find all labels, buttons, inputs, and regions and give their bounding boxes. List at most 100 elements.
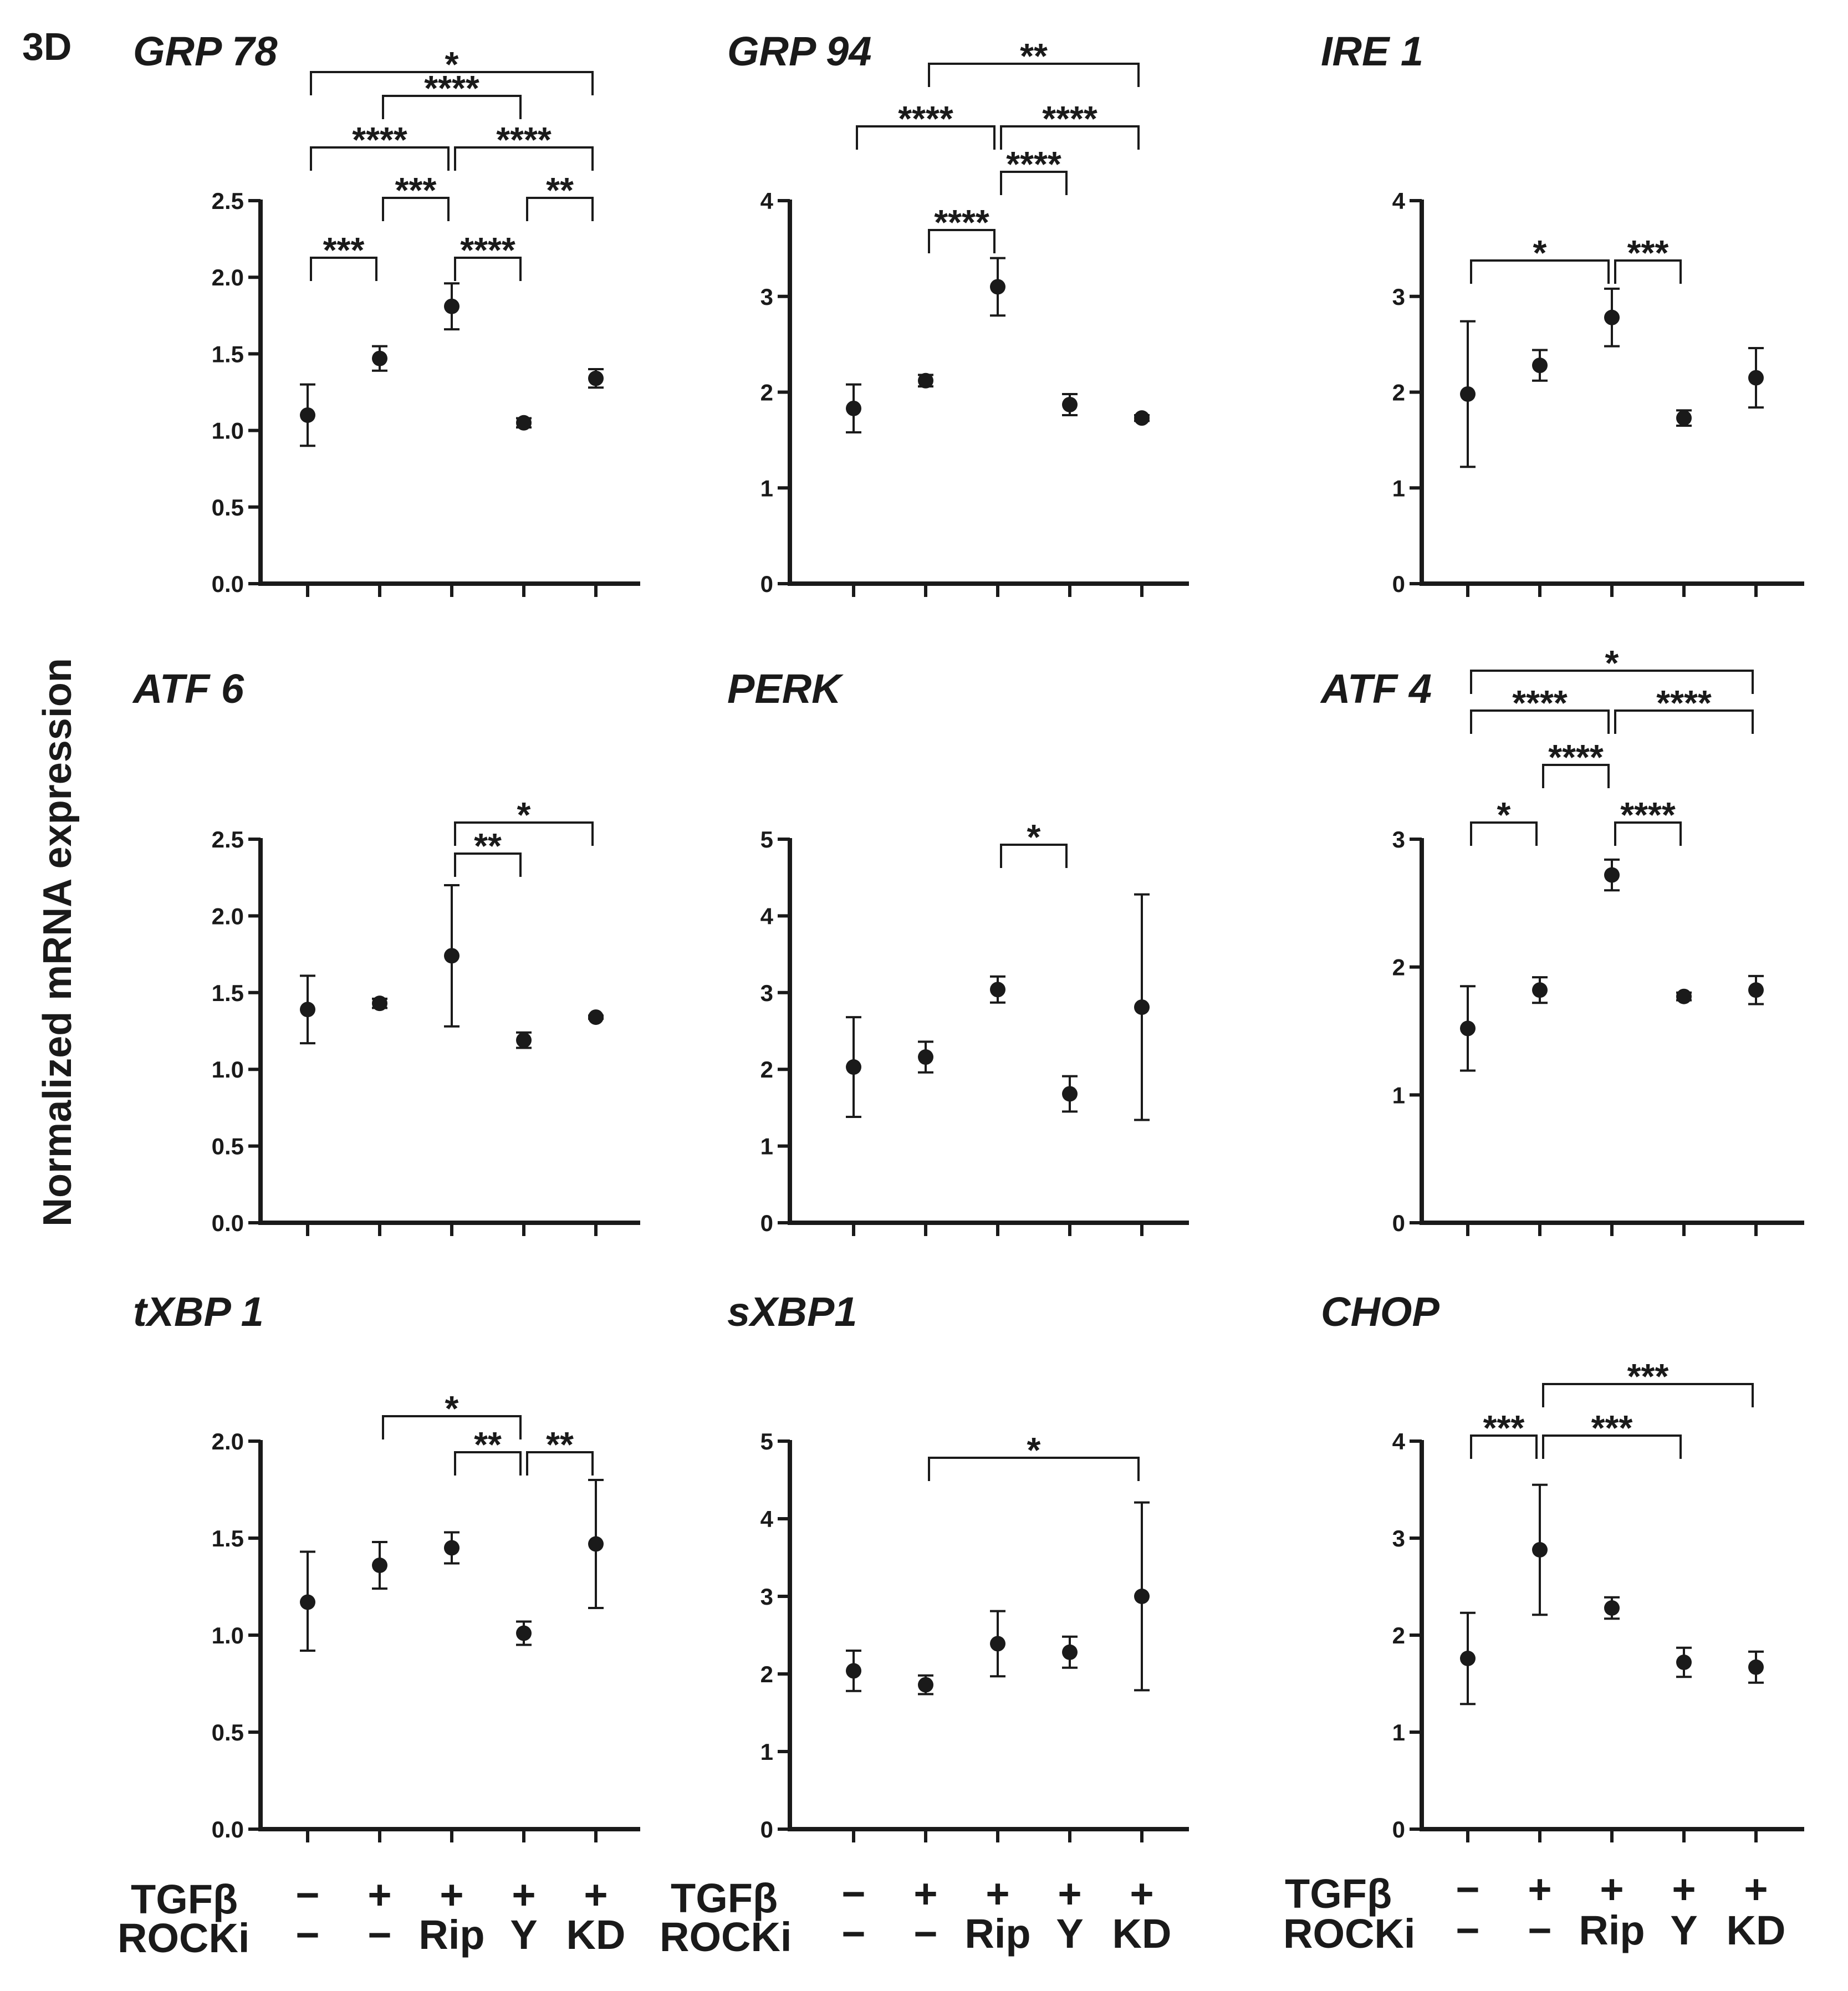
condition-tgfb-value: +	[913, 1871, 937, 1917]
significance-stars: *	[445, 1388, 459, 1428]
condition-rocki-value: −	[295, 1912, 319, 1958]
significance-bracket	[454, 852, 522, 877]
significance-stars: *	[1533, 233, 1547, 273]
significance-bracket	[1470, 1434, 1538, 1459]
data-point	[372, 350, 387, 366]
data-point	[1604, 309, 1620, 325]
condition-rocki-value: Y	[1056, 1911, 1083, 1957]
data-point	[444, 948, 460, 964]
significance-stars: *	[445, 44, 459, 84]
y-tick-label: 1.5	[212, 980, 244, 1006]
figure-label: 3D	[22, 25, 72, 68]
y-tick-label: 2	[1392, 380, 1405, 406]
significance-bracket	[1470, 821, 1538, 846]
significance-bracket	[1542, 1383, 1754, 1407]
y-tick-label: 0.0	[212, 1210, 244, 1236]
condition-tgfb-value: +	[986, 1871, 1009, 1917]
chart-title: sXBP1	[727, 1289, 857, 1335]
significance-bracket	[382, 1415, 522, 1439]
significance-stars: ****	[352, 120, 407, 160]
significance-bracket	[1470, 709, 1610, 734]
significance-bracket	[1000, 844, 1068, 868]
data-point	[1604, 1600, 1620, 1616]
data-point	[1532, 358, 1548, 374]
data-point	[1062, 396, 1078, 412]
y-tick-label: 0.0	[212, 571, 244, 597]
significance-stars: ****	[898, 99, 953, 139]
y-tick-label: 0.5	[212, 494, 244, 520]
significance-stars: **	[546, 170, 574, 210]
y-tick-label: 0	[1392, 1210, 1405, 1236]
data-point	[372, 996, 387, 1012]
data-point	[1460, 386, 1476, 402]
data-point	[1134, 999, 1150, 1015]
significance-stars: ***	[1627, 233, 1669, 273]
condition-row-label-rocki: ROCKi	[118, 1915, 249, 1961]
significance-stars: ***	[323, 230, 365, 270]
significance-stars: ***	[1483, 1408, 1525, 1448]
chart-title: IRE 1	[1321, 28, 1423, 74]
significance-stars: *	[1605, 643, 1619, 683]
significance-bracket	[1542, 764, 1610, 788]
y-tick-label: 3	[760, 1584, 773, 1610]
significance-stars: ****	[496, 120, 552, 160]
data-point	[1748, 370, 1764, 386]
significance-stars: **	[474, 826, 502, 866]
data-point	[1676, 1655, 1692, 1670]
significance-stars: *	[1497, 795, 1511, 835]
significance-stars: ****	[934, 202, 989, 242]
significance-bracket	[1470, 259, 1610, 284]
y-tick-label: 2.5	[212, 826, 244, 852]
condition-rocki-value: −	[841, 1911, 865, 1957]
condition-tgfb-value: −	[1456, 1866, 1479, 1912]
y-tick-label: 3	[760, 980, 773, 1006]
condition-row-label-rocki: ROCKi	[660, 1914, 792, 1960]
condition-tgfb-value: +	[1744, 1866, 1768, 1912]
condition-row-label-tgfb: TGFβ	[671, 1875, 778, 1921]
condition-labels: TGFβROCKi−−+−+Rip+Y+KDTGFβROCKi−−+−+Rip+…	[118, 1866, 1785, 1961]
significance-bracket	[310, 146, 450, 171]
y-tick-label: 0.5	[212, 1134, 244, 1160]
condition-rocki-value: −	[367, 1912, 391, 1958]
significance-stars: **	[1020, 36, 1048, 76]
significance-bracket	[382, 197, 450, 221]
significance-stars: *	[1027, 1430, 1041, 1470]
data-point	[1460, 1020, 1476, 1037]
y-tick-label: 3	[1392, 284, 1405, 310]
condition-tgfb-value: +	[1058, 1871, 1081, 1917]
chart-title: CHOP	[1321, 1289, 1439, 1335]
y-tick-label: 0	[760, 1816, 773, 1842]
y-tick-label: 0.5	[212, 1719, 244, 1745]
y-tick-label: 2.0	[212, 1428, 244, 1454]
y-tick-label: 2.5	[212, 188, 244, 214]
significance-stars: ****	[460, 230, 515, 270]
significance-stars: ***	[1591, 1408, 1633, 1448]
condition-row-label-rocki: ROCKi	[1283, 1911, 1415, 1957]
significance-stars: *	[517, 795, 531, 835]
data-point	[588, 1009, 604, 1025]
chart-7: tXBP 10.00.51.01.52.0 ** ***	[133, 1289, 640, 1842]
significance-bracket	[1000, 171, 1068, 195]
y-tick-label: 3	[1392, 826, 1405, 852]
data-point	[516, 1032, 532, 1048]
y-tick-label: 0	[1392, 571, 1405, 597]
data-point	[1062, 1644, 1078, 1660]
condition-rocki-value: KD	[1727, 1907, 1786, 1953]
data-point	[1748, 982, 1764, 998]
condition-row-label-tgfb: TGFβ	[1285, 1871, 1392, 1917]
condition-rocki-value: KD	[1112, 1911, 1172, 1957]
condition-tgfb-value: +	[1600, 1866, 1624, 1912]
y-tick-label: 4	[760, 188, 774, 214]
y-axis-label: Normalized mRNA expression	[35, 658, 80, 1227]
y-tick-label: 2	[1392, 954, 1405, 981]
chart-1: GRP 780.00.51.01.52.02.5*** ******* ******…	[133, 28, 640, 597]
significance-stars: ****	[1006, 144, 1061, 184]
y-tick-label: 4	[1392, 1428, 1406, 1454]
significance-stars: ***	[395, 170, 437, 210]
data-point	[846, 400, 861, 416]
condition-tgfb-value: +	[1672, 1866, 1696, 1912]
y-tick-label: 1.0	[212, 1056, 244, 1083]
data-point	[300, 1002, 315, 1018]
